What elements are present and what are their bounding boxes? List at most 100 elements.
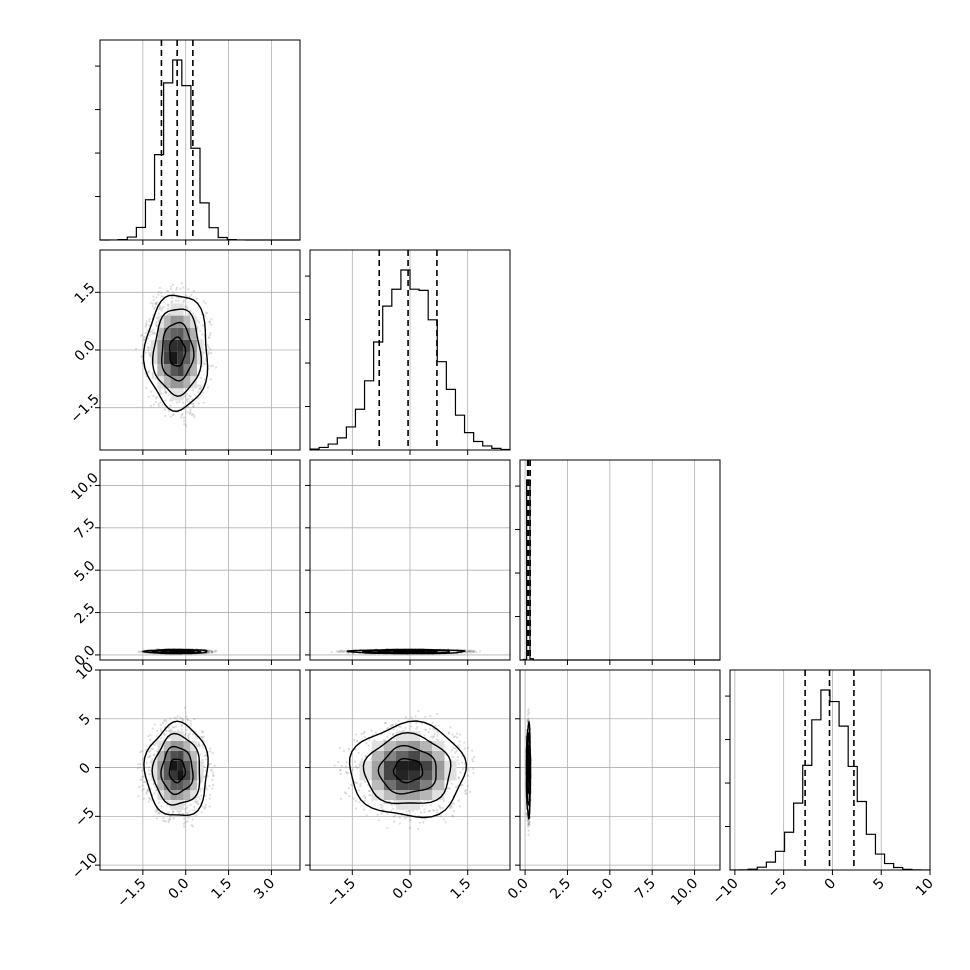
panel-3-0-point-203 bbox=[210, 769, 213, 772]
panel-3-1-point-347 bbox=[457, 744, 460, 747]
panel-1-0-point-256 bbox=[208, 334, 212, 337]
panel-3-1-point-369 bbox=[436, 731, 439, 734]
panel-3-1-point-254 bbox=[458, 776, 461, 779]
panel-3-0-point-50 bbox=[147, 756, 150, 759]
panel-3-0-point-74 bbox=[181, 718, 185, 722]
panel-3-0-point-255 bbox=[169, 717, 172, 720]
panel-3-1-cell-5-2 bbox=[408, 790, 421, 800]
panel-3-0-cell-8-4 bbox=[196, 770, 204, 781]
panel-1-0-point-197 bbox=[157, 404, 160, 407]
panel-3-2-point-42 bbox=[526, 819, 530, 822]
panel-1-0-point-102 bbox=[145, 323, 148, 327]
panel-3-0-cell-3-7 bbox=[163, 740, 171, 751]
panel-2-1-point-93 bbox=[466, 651, 469, 654]
panel-3-0-point-232 bbox=[201, 758, 204, 761]
panel-3-1-point-283 bbox=[449, 805, 452, 808]
panel-3-1-point-211 bbox=[374, 731, 377, 734]
panel-3-0-point-368 bbox=[148, 750, 151, 753]
panel-1-0-point-201 bbox=[180, 414, 183, 417]
panel-1-0-point-43 bbox=[144, 325, 147, 328]
panel-3-0-ytick-label-2: 0 bbox=[76, 760, 94, 778]
panel-3-1-point-230 bbox=[392, 733, 395, 737]
panel-1-0-point-272 bbox=[201, 364, 204, 368]
panel-1-0-cell-5-1 bbox=[177, 388, 184, 401]
panel-1-0-point-349 bbox=[160, 392, 163, 395]
panel-1-0-point-186 bbox=[141, 362, 144, 365]
panel-1-0-point-41 bbox=[166, 313, 169, 316]
panel-3-2-point-277 bbox=[525, 812, 528, 815]
panel-3-1-cell-3-7 bbox=[383, 740, 396, 751]
panel-1-0-point-160 bbox=[191, 388, 195, 391]
panel-3-0-point-41 bbox=[164, 820, 167, 823]
panel-2-1-point-334 bbox=[472, 650, 475, 654]
panel-3-1-point-258 bbox=[448, 787, 451, 790]
panel-3-0-cell-7-2 bbox=[190, 790, 197, 800]
panel-3-1-point-349 bbox=[399, 725, 402, 728]
panel-3-1-point-132 bbox=[464, 789, 467, 792]
panel-1-0-cell-6-3 bbox=[183, 364, 191, 377]
panel-3-1-contour-3 bbox=[348, 720, 468, 819]
panel-3-0-point-318 bbox=[208, 797, 211, 800]
panel-3-1-point-25 bbox=[390, 739, 393, 742]
panel-1-0-point-220 bbox=[152, 295, 155, 298]
panel-3-1-point-243 bbox=[461, 783, 464, 787]
panel-1-0-point-190 bbox=[209, 348, 212, 351]
panel-3-1-cell-5-5 bbox=[408, 760, 421, 771]
panel-3-2-frame bbox=[519, 669, 721, 871]
panel-3-1-cell-3-4 bbox=[383, 770, 396, 781]
panel-1-0-point-251 bbox=[184, 395, 187, 398]
panel-3-0-contour-3 bbox=[143, 720, 209, 817]
panel-1-0-point-170 bbox=[188, 394, 191, 397]
panel-3-0-point-200 bbox=[205, 754, 208, 757]
panel-3-1-point-364 bbox=[345, 765, 348, 768]
panel-3-3-xtick-label-3: 5 bbox=[870, 876, 888, 894]
panel-3-1-contour-0 bbox=[392, 757, 424, 784]
panel-3-1-cell-7-6 bbox=[432, 750, 445, 761]
panel-1-0-cell-4-4 bbox=[170, 351, 178, 365]
panel-3-0-point-171 bbox=[200, 811, 203, 814]
panel-3-2-point-217 bbox=[526, 719, 529, 722]
panel-3-1-point-311 bbox=[424, 715, 427, 718]
panel-3-0-point-311 bbox=[148, 773, 151, 776]
panel-3-2-point-151 bbox=[528, 821, 531, 824]
panel-1-0-point-368 bbox=[154, 323, 157, 326]
panel-1-0-point-372 bbox=[207, 336, 210, 339]
panel-3-0-point-177 bbox=[167, 801, 171, 804]
panel-3-1-point-171 bbox=[338, 746, 341, 750]
panel-1-0-cell-2-5 bbox=[157, 339, 164, 352]
panel-3-1-point-152 bbox=[423, 734, 426, 737]
panel-1-0-point-90 bbox=[155, 296, 158, 299]
panel-3-1-point-300 bbox=[359, 784, 362, 787]
panel-3-0-content bbox=[136, 706, 216, 828]
panel-3-1-point-298 bbox=[364, 780, 367, 783]
panel-1-0-point-16 bbox=[209, 351, 213, 355]
panel-1-0-point-14 bbox=[185, 398, 188, 401]
panel-3-2-point-60 bbox=[526, 719, 529, 722]
panel-1-0-point-53 bbox=[201, 333, 204, 336]
panel-3-1-point-125 bbox=[422, 821, 425, 824]
panel-3-1-point-280 bbox=[415, 727, 418, 730]
panel-3-1-point-222 bbox=[473, 755, 476, 759]
panel-3-1-cell-5-8 bbox=[408, 731, 421, 741]
panel-3-0-point-18 bbox=[189, 725, 192, 728]
panel-3-1-point-345 bbox=[423, 811, 426, 814]
panel-1-0-point-280 bbox=[161, 295, 164, 298]
panel-3-0-point-274 bbox=[197, 741, 200, 744]
panel-1-0-ytick-label-0: −1.5 bbox=[67, 391, 102, 426]
panel-1-0-point-261 bbox=[178, 400, 181, 403]
panel-3-2-point-84 bbox=[527, 712, 531, 715]
panel-1-0-point-34 bbox=[142, 338, 146, 341]
panel-3-0-point-72 bbox=[142, 787, 145, 790]
panel-3-2-point-321 bbox=[526, 713, 529, 716]
panel-1-0-cell-7-6 bbox=[190, 327, 197, 340]
panel-3-1-point-2 bbox=[465, 789, 468, 792]
panel-2-1-point-17 bbox=[472, 651, 475, 654]
panel-1-0-point-265 bbox=[210, 364, 213, 368]
panel-1-0-point-153 bbox=[206, 311, 209, 315]
panel-3-1-point-52 bbox=[363, 794, 366, 797]
panel-1-0-point-324 bbox=[198, 387, 201, 390]
panel-3-1-point-185 bbox=[404, 716, 408, 719]
panel-3-1-point-314 bbox=[398, 816, 401, 819]
panel-3-1-point-271 bbox=[386, 735, 389, 739]
panel-1-0-point-333 bbox=[142, 335, 146, 339]
